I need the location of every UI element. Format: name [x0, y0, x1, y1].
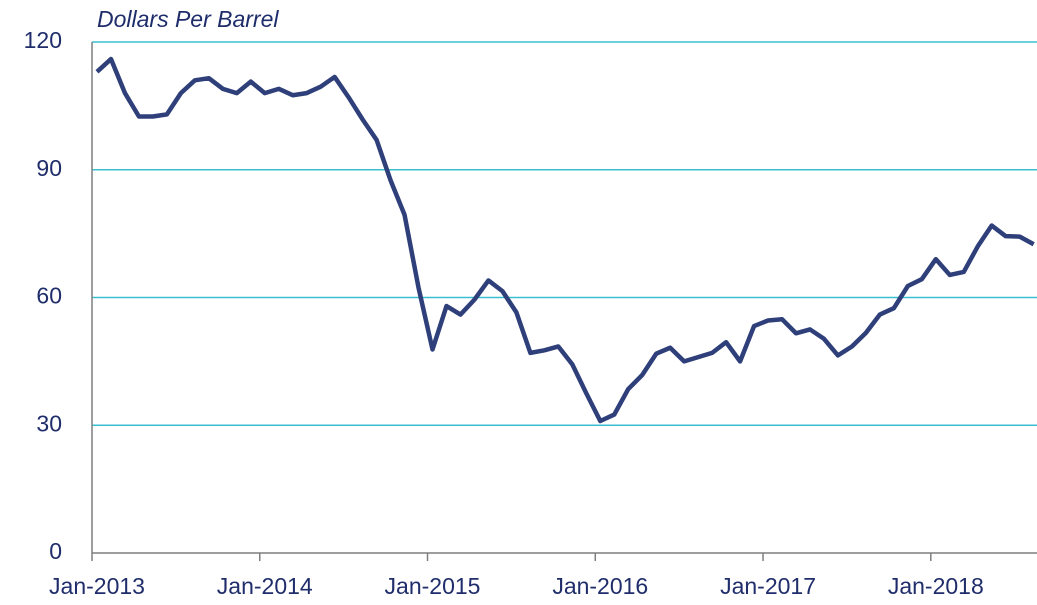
x-tick-label: Jan-2014 [217, 573, 313, 599]
data-line [95, 56, 1035, 424]
x-tick-label: Jan-2013 [49, 573, 145, 599]
y-tick-label: 30 [36, 410, 62, 436]
y-tick-label: 120 [24, 27, 62, 53]
y-tick-label: 60 [36, 283, 62, 309]
chart-title: Dollars Per Barrel [97, 6, 279, 32]
x-tick-label: Jan-2018 [888, 573, 984, 599]
x-tick-label: Jan-2015 [385, 573, 481, 599]
x-tick-label: Jan-2016 [552, 573, 648, 599]
y-tick-label: 0 [49, 538, 62, 564]
x-tick-label: Jan-2017 [720, 573, 816, 599]
y-tick-label: 90 [36, 155, 62, 181]
